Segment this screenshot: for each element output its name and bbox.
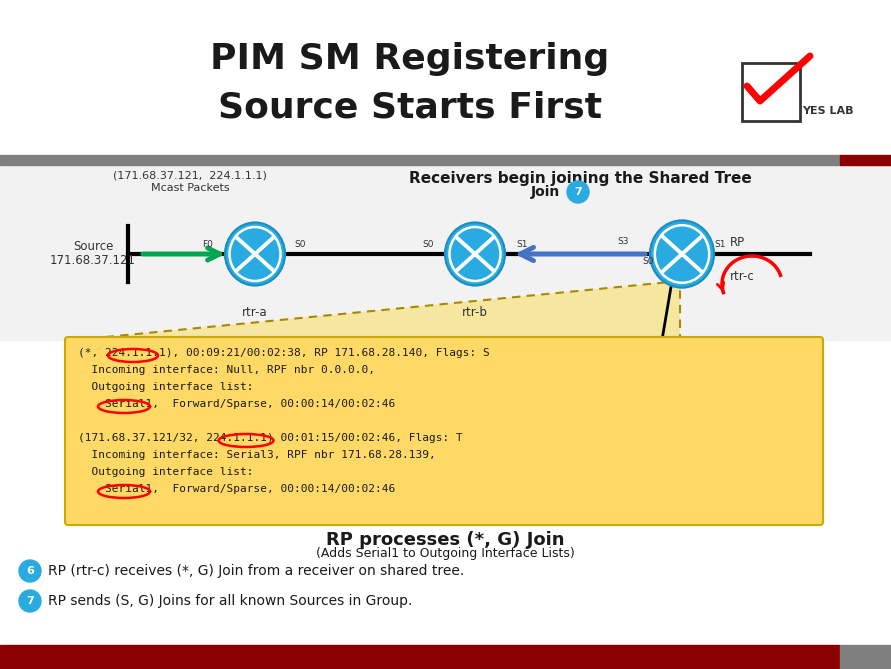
Text: Join: Join [531, 185, 560, 199]
Circle shape [19, 560, 41, 582]
Text: S0: S0 [294, 240, 306, 249]
Text: Mcast Packets: Mcast Packets [151, 183, 229, 193]
Bar [0, 165, 891, 340]
Bar [742, 63, 800, 121]
FancyBboxPatch shape [65, 337, 823, 525]
Text: Outgoing interface list:: Outgoing interface list: [78, 382, 254, 392]
Text: rtr-a: rtr-a [242, 306, 268, 319]
Text: RP processes (*, G) Join: RP processes (*, G) Join [326, 531, 564, 549]
Text: Incoming interface: Null, RPF nbr 0.0.0.0,: Incoming interface: Null, RPF nbr 0.0.0.… [78, 365, 375, 375]
Text: Source: Source [73, 240, 113, 252]
Ellipse shape [650, 220, 714, 288]
Text: 7: 7 [26, 596, 34, 606]
Bar [0, 155, 840, 165]
Text: rtr-b: rtr-b [462, 306, 488, 319]
Text: (171.68.37.121,  224.1.1.1): (171.68.37.121, 224.1.1.1) [113, 171, 267, 181]
Text: S1: S1 [715, 240, 726, 249]
Text: Source Starts First: Source Starts First [218, 90, 602, 124]
Text: 6: 6 [26, 566, 34, 576]
Text: 171.68.37.121: 171.68.37.121 [50, 254, 136, 266]
Circle shape [567, 181, 589, 203]
Text: RP: RP [730, 235, 745, 248]
Text: Receivers begin joining the Shared Tree: Receivers begin joining the Shared Tree [409, 171, 751, 186]
Text: 7: 7 [574, 187, 582, 197]
Text: Outgoing interface list:: Outgoing interface list: [78, 467, 254, 477]
Ellipse shape [225, 223, 285, 286]
Text: (Adds Serial1 to Outgoing Interface Lists): (Adds Serial1 to Outgoing Interface List… [315, 547, 575, 560]
Text: Serial1,  Forward/Sparse, 00:00:14/00:02:46: Serial1, Forward/Sparse, 00:00:14/00:02:… [78, 399, 396, 409]
Text: (*, 224.1.1.1), 00:09:21/00:02:38, RP 171.68.28.140, Flags: S: (*, 224.1.1.1), 00:09:21/00:02:38, RP 17… [78, 348, 490, 358]
Text: S1: S1 [516, 240, 527, 249]
Bar [840, 155, 891, 165]
Circle shape [19, 590, 41, 612]
Text: RP sends (S, G) Joins for all known Sources in Group.: RP sends (S, G) Joins for all known Sour… [48, 594, 413, 608]
Bar [0, 0, 891, 155]
Bar [840, 645, 891, 669]
Text: S3: S3 [617, 237, 629, 246]
Text: Incoming interface: Serial3, RPF nbr 171.68.28.139,: Incoming interface: Serial3, RPF nbr 171… [78, 450, 436, 460]
Text: Serial1,  Forward/Sparse, 00:00:14/00:02:46: Serial1, Forward/Sparse, 00:00:14/00:02:… [78, 484, 396, 494]
Text: S0: S0 [642, 257, 654, 266]
Text: F0: F0 [202, 240, 214, 249]
Text: rtr-c: rtr-c [730, 270, 755, 282]
Text: (171.68.37.121/32, 224.1.1.1) 00:01:15/00:02:46, Flags: T: (171.68.37.121/32, 224.1.1.1) 00:01:15/0… [78, 433, 462, 443]
Text: S0: S0 [422, 240, 434, 249]
Text: YES LAB: YES LAB [802, 106, 854, 116]
Text: PIM SM Registering: PIM SM Registering [210, 42, 609, 76]
Polygon shape [75, 281, 680, 340]
Text: RP (rtr-c) receives (*, G) Join from a receiver on shared tree.: RP (rtr-c) receives (*, G) Join from a r… [48, 564, 464, 578]
Bar [0, 645, 840, 669]
Ellipse shape [445, 223, 505, 286]
